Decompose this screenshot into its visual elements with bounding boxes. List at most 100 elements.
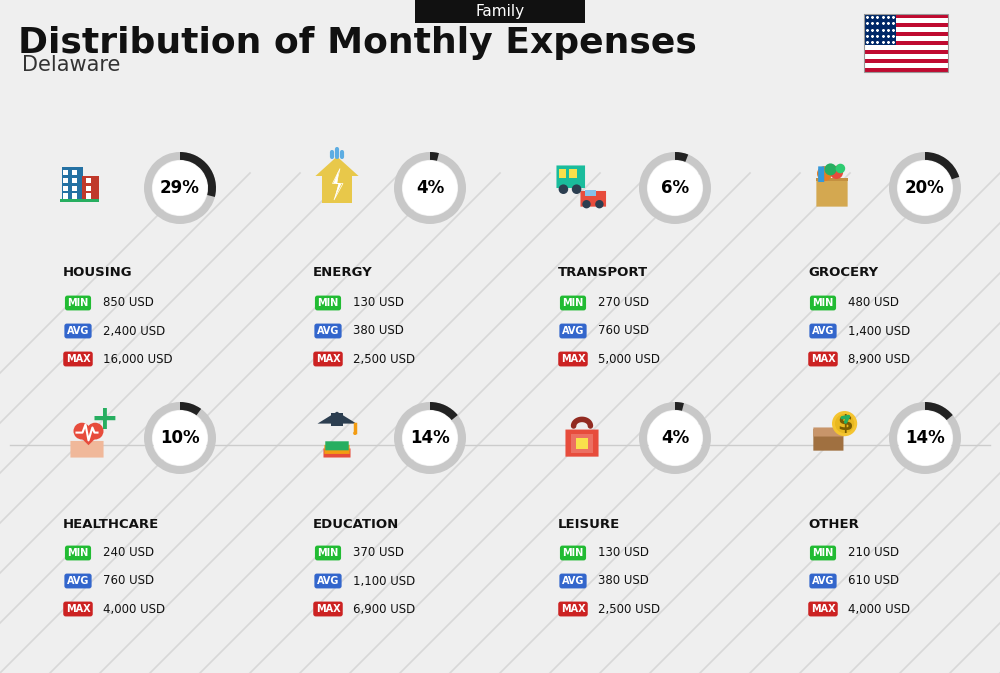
Text: MAX: MAX bbox=[66, 604, 90, 614]
Wedge shape bbox=[925, 152, 959, 179]
Text: OTHER: OTHER bbox=[808, 518, 859, 532]
Wedge shape bbox=[675, 402, 684, 411]
Text: +: + bbox=[90, 403, 118, 436]
Text: MAX: MAX bbox=[811, 604, 835, 614]
Text: 2,500 USD: 2,500 USD bbox=[353, 353, 415, 365]
Circle shape bbox=[836, 164, 845, 174]
Text: 380 USD: 380 USD bbox=[353, 324, 404, 337]
Text: 2,400 USD: 2,400 USD bbox=[103, 324, 165, 337]
Circle shape bbox=[74, 423, 90, 439]
FancyBboxPatch shape bbox=[818, 166, 824, 182]
Bar bbox=[864, 41, 948, 45]
Bar bbox=[72, 170, 77, 175]
Bar bbox=[864, 23, 948, 28]
Bar bbox=[331, 413, 343, 426]
Text: AVG: AVG bbox=[317, 326, 339, 336]
Text: 6%: 6% bbox=[661, 179, 689, 197]
Wedge shape bbox=[639, 402, 711, 474]
Bar bbox=[864, 18, 948, 23]
Circle shape bbox=[572, 184, 581, 194]
Text: MAX: MAX bbox=[811, 354, 835, 364]
Text: MIN: MIN bbox=[67, 548, 89, 558]
Text: LEISURE: LEISURE bbox=[558, 518, 620, 532]
Text: 380 USD: 380 USD bbox=[598, 575, 649, 588]
Text: HEALTHCARE: HEALTHCARE bbox=[63, 518, 159, 532]
Bar bbox=[864, 14, 948, 72]
Text: 760 USD: 760 USD bbox=[103, 575, 154, 588]
Circle shape bbox=[153, 161, 207, 215]
Text: 760 USD: 760 USD bbox=[598, 324, 649, 337]
Text: 210 USD: 210 USD bbox=[848, 546, 899, 559]
Circle shape bbox=[824, 164, 836, 176]
Text: 4%: 4% bbox=[416, 179, 444, 197]
Text: ENERGY: ENERGY bbox=[313, 267, 373, 279]
FancyBboxPatch shape bbox=[70, 441, 104, 458]
Bar bbox=[864, 32, 948, 36]
Text: MIN: MIN bbox=[812, 298, 834, 308]
Text: Distribution of Monthly Expenses: Distribution of Monthly Expenses bbox=[18, 26, 697, 60]
Text: 14%: 14% bbox=[905, 429, 945, 447]
Text: 850 USD: 850 USD bbox=[103, 297, 154, 310]
Text: AVG: AVG bbox=[67, 326, 89, 336]
FancyBboxPatch shape bbox=[565, 429, 599, 457]
Bar bbox=[864, 14, 948, 18]
Text: 370 USD: 370 USD bbox=[353, 546, 404, 559]
Circle shape bbox=[648, 411, 702, 465]
Text: 20%: 20% bbox=[905, 179, 945, 197]
Bar bbox=[86, 178, 91, 183]
Text: 480 USD: 480 USD bbox=[848, 297, 899, 310]
Text: 4,000 USD: 4,000 USD bbox=[103, 602, 165, 616]
Text: TRANSPORT: TRANSPORT bbox=[558, 267, 648, 279]
Circle shape bbox=[403, 161, 457, 215]
Text: MIN: MIN bbox=[317, 298, 339, 308]
Bar bbox=[864, 59, 948, 63]
Bar bbox=[86, 193, 91, 199]
Bar bbox=[816, 178, 848, 181]
Text: 130 USD: 130 USD bbox=[598, 546, 649, 559]
Bar bbox=[864, 36, 948, 41]
Circle shape bbox=[835, 414, 854, 433]
Text: MAX: MAX bbox=[316, 354, 340, 364]
Bar bbox=[864, 63, 948, 67]
Wedge shape bbox=[925, 402, 953, 420]
Text: Family: Family bbox=[475, 4, 525, 19]
Circle shape bbox=[353, 431, 357, 435]
Wedge shape bbox=[639, 152, 711, 224]
Bar bbox=[864, 14, 896, 45]
Wedge shape bbox=[675, 152, 688, 162]
Wedge shape bbox=[394, 152, 466, 224]
Wedge shape bbox=[144, 152, 216, 224]
Text: Delaware: Delaware bbox=[22, 55, 120, 75]
FancyBboxPatch shape bbox=[813, 427, 843, 437]
Bar bbox=[72, 178, 77, 183]
Bar bbox=[864, 50, 948, 54]
Bar bbox=[82, 176, 99, 201]
Text: EDUCATION: EDUCATION bbox=[313, 518, 399, 532]
Bar bbox=[72, 193, 77, 199]
Text: GROCERY: GROCERY bbox=[808, 267, 878, 279]
Wedge shape bbox=[889, 402, 961, 474]
Text: AVG: AVG bbox=[812, 576, 834, 586]
Bar bbox=[864, 45, 948, 50]
Wedge shape bbox=[889, 152, 961, 224]
Text: AVG: AVG bbox=[562, 326, 584, 336]
Text: 270 USD: 270 USD bbox=[598, 297, 649, 310]
Bar bbox=[569, 169, 577, 178]
Text: 1,400 USD: 1,400 USD bbox=[848, 324, 910, 337]
Circle shape bbox=[832, 411, 857, 436]
Text: MAX: MAX bbox=[561, 354, 585, 364]
Bar bbox=[63, 186, 68, 190]
Text: 29%: 29% bbox=[160, 179, 200, 197]
Text: MIN: MIN bbox=[562, 548, 584, 558]
Bar bbox=[63, 170, 68, 175]
Text: 1,100 USD: 1,100 USD bbox=[353, 575, 415, 588]
Wedge shape bbox=[180, 402, 201, 415]
FancyBboxPatch shape bbox=[556, 166, 585, 188]
Circle shape bbox=[582, 200, 591, 209]
Text: MAX: MAX bbox=[561, 604, 585, 614]
FancyBboxPatch shape bbox=[324, 445, 350, 454]
Bar bbox=[86, 186, 91, 190]
Text: 2,500 USD: 2,500 USD bbox=[598, 602, 660, 616]
Text: MIN: MIN bbox=[812, 548, 834, 558]
Circle shape bbox=[898, 411, 952, 465]
